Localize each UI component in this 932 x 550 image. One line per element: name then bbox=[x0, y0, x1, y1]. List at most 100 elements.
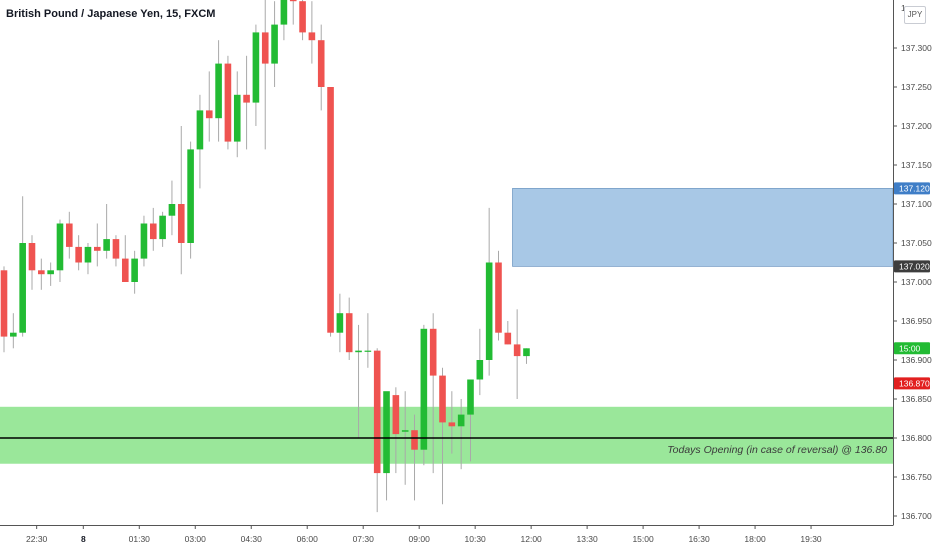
time-tick-label: 22:30 bbox=[26, 534, 48, 544]
time-tick-label: 16:30 bbox=[688, 534, 710, 544]
bullish-candle bbox=[355, 350, 362, 353]
supply-zone bbox=[512, 188, 894, 267]
bullish-candle bbox=[19, 243, 26, 333]
price-tick-label: 136.750 bbox=[901, 472, 932, 482]
bullish-candle bbox=[280, 0, 288, 25]
time-tick-label: 04:30 bbox=[241, 534, 263, 544]
price-tag bbox=[894, 342, 930, 355]
bullish-candle bbox=[187, 149, 194, 243]
price-tick-label: 1 bbox=[901, 3, 906, 13]
bullish-candle bbox=[476, 360, 484, 380]
bearish-candle bbox=[439, 375, 446, 423]
bullish-candle bbox=[485, 262, 493, 360]
price-tag-label: 136.870 bbox=[899, 378, 930, 388]
bearish-candle bbox=[504, 332, 512, 345]
time-tick-label: 09:00 bbox=[409, 534, 431, 544]
bearish-candle bbox=[205, 110, 213, 119]
bullish-candle bbox=[56, 223, 64, 271]
bullish-candle bbox=[103, 239, 110, 251]
price-tick-label: 137.000 bbox=[901, 277, 932, 287]
bullish-candle bbox=[401, 430, 409, 432]
bullish-candle bbox=[84, 246, 92, 263]
bullish-candle bbox=[140, 223, 148, 259]
bullish-candle bbox=[10, 332, 17, 337]
price-tick-label: 136.700 bbox=[901, 511, 932, 521]
opening-annotation: Todays Opening (in case of reversal) @ 1… bbox=[667, 444, 887, 456]
bullish-candle bbox=[420, 328, 428, 450]
price-tick-label: 137.150 bbox=[901, 160, 932, 170]
bearish-candle bbox=[317, 40, 325, 87]
lines-layer: Todays Opening (in case of reversal) @ 1… bbox=[0, 437, 893, 456]
bearish-candle bbox=[112, 239, 120, 259]
price-tag bbox=[894, 182, 930, 195]
bullish-candle bbox=[47, 270, 54, 275]
bearish-candle bbox=[345, 313, 353, 353]
price-tick-label: 136.850 bbox=[901, 394, 932, 404]
price-tick-label: 136.800 bbox=[901, 433, 932, 443]
time-tick-label: 03:00 bbox=[185, 534, 207, 544]
bearish-candle bbox=[0, 270, 8, 337]
zones-layer bbox=[0, 188, 894, 464]
bearish-candle bbox=[429, 328, 437, 376]
time-tick-label: 13:30 bbox=[576, 534, 598, 544]
bearish-candle bbox=[327, 87, 334, 333]
chart-title: British Pound / Japanese Yen, 15, FXCM bbox=[6, 8, 216, 20]
price-tick-label: 137.100 bbox=[901, 199, 932, 209]
bearish-candle bbox=[243, 94, 250, 103]
bearish-candle bbox=[75, 246, 82, 263]
time-tick-label: 12:00 bbox=[521, 534, 543, 544]
bullish-candle bbox=[215, 63, 222, 119]
price-tag bbox=[894, 377, 930, 390]
bullish-candle bbox=[336, 313, 344, 333]
bullish-candle bbox=[196, 110, 204, 150]
bearish-candle bbox=[299, 1, 306, 33]
bullish-candle bbox=[457, 414, 465, 427]
time-tick-label: 8 bbox=[81, 534, 86, 544]
bullish-candle bbox=[131, 258, 138, 282]
bearish-candle bbox=[495, 262, 502, 333]
time-tick-label: 18:00 bbox=[744, 534, 766, 544]
bearish-candle bbox=[373, 350, 381, 474]
price-tick-label: 137.050 bbox=[901, 238, 932, 248]
price-tick-label: 137.300 bbox=[901, 43, 932, 53]
bearish-candle bbox=[411, 430, 418, 450]
bearish-candle bbox=[392, 395, 400, 435]
bearish-candle bbox=[513, 344, 521, 357]
bearish-candle bbox=[448, 422, 456, 427]
bearish-candle bbox=[38, 270, 45, 275]
bullish-candle bbox=[383, 391, 390, 474]
bearish-candle bbox=[289, 0, 297, 2]
bullish-candle bbox=[168, 204, 176, 216]
bearish-candle bbox=[121, 258, 129, 282]
bearish-candle bbox=[66, 223, 73, 247]
price-tick-label: 137.200 bbox=[901, 121, 932, 131]
bullish-candle bbox=[252, 32, 260, 103]
bearish-candle bbox=[308, 32, 316, 41]
price-tick-label: 136.950 bbox=[901, 316, 932, 326]
price-axis bbox=[893, 0, 932, 550]
price-tag-label: 137.020 bbox=[899, 261, 930, 271]
price-tick-label: 137.250 bbox=[901, 82, 932, 92]
bullish-candle bbox=[467, 379, 474, 415]
price-tick-label: 136.900 bbox=[901, 355, 932, 365]
price-tag-label: 137.120 bbox=[899, 183, 930, 193]
bullish-candle bbox=[271, 24, 278, 64]
demand-zone bbox=[0, 406, 893, 464]
time-tick-label: 19:30 bbox=[800, 534, 822, 544]
time-tick-label: 07:30 bbox=[353, 534, 375, 544]
candles-layer bbox=[0, 0, 530, 513]
price-tag-label: 15:00 bbox=[899, 343, 921, 353]
currency-button[interactable]: JPY bbox=[904, 6, 926, 24]
bullish-candle bbox=[364, 350, 372, 352]
price-tag bbox=[894, 260, 930, 273]
bearish-candle bbox=[261, 32, 269, 64]
bearish-candle bbox=[177, 204, 185, 243]
bullish-candle bbox=[523, 348, 530, 357]
time-tick-label: 01:30 bbox=[129, 534, 151, 544]
time-tick-label: 06:00 bbox=[297, 534, 319, 544]
bullish-candle bbox=[233, 94, 241, 142]
bearish-candle bbox=[94, 246, 101, 251]
bearish-candle bbox=[224, 63, 232, 142]
